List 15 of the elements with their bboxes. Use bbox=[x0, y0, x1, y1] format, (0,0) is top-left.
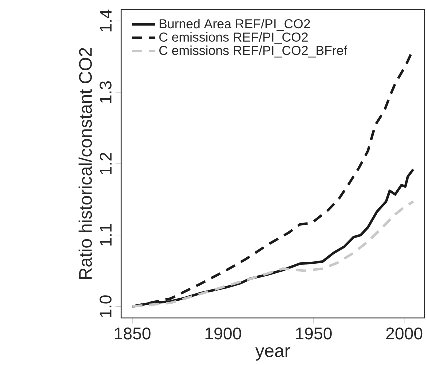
y-tick-label: 1.3 bbox=[100, 82, 112, 104]
y-axis-title: Ratio historical/constant CO2 bbox=[78, 48, 92, 280]
line-series bbox=[131, 200, 415, 308]
y-tick-label: 1.1 bbox=[100, 224, 112, 246]
legend-label: C emissions REF/PI_CO2_BFref bbox=[160, 46, 348, 58]
x-tick-label: 1900 bbox=[206, 328, 242, 340]
x-tick-label: 1850 bbox=[115, 328, 151, 340]
y-tick-label: 1.4 bbox=[100, 10, 112, 32]
y-tick-label: 1.2 bbox=[100, 153, 112, 175]
x-tick-label: 2000 bbox=[386, 328, 423, 340]
x-tick-label: 1950 bbox=[296, 328, 332, 340]
legend-label: C emissions REF/PI_CO2 bbox=[160, 32, 308, 45]
y-tick-label: 1.0 bbox=[100, 296, 112, 318]
x-axis-title: year bbox=[256, 348, 290, 362]
legend-label: Burned Area REF/PI_CO2 bbox=[160, 19, 310, 32]
